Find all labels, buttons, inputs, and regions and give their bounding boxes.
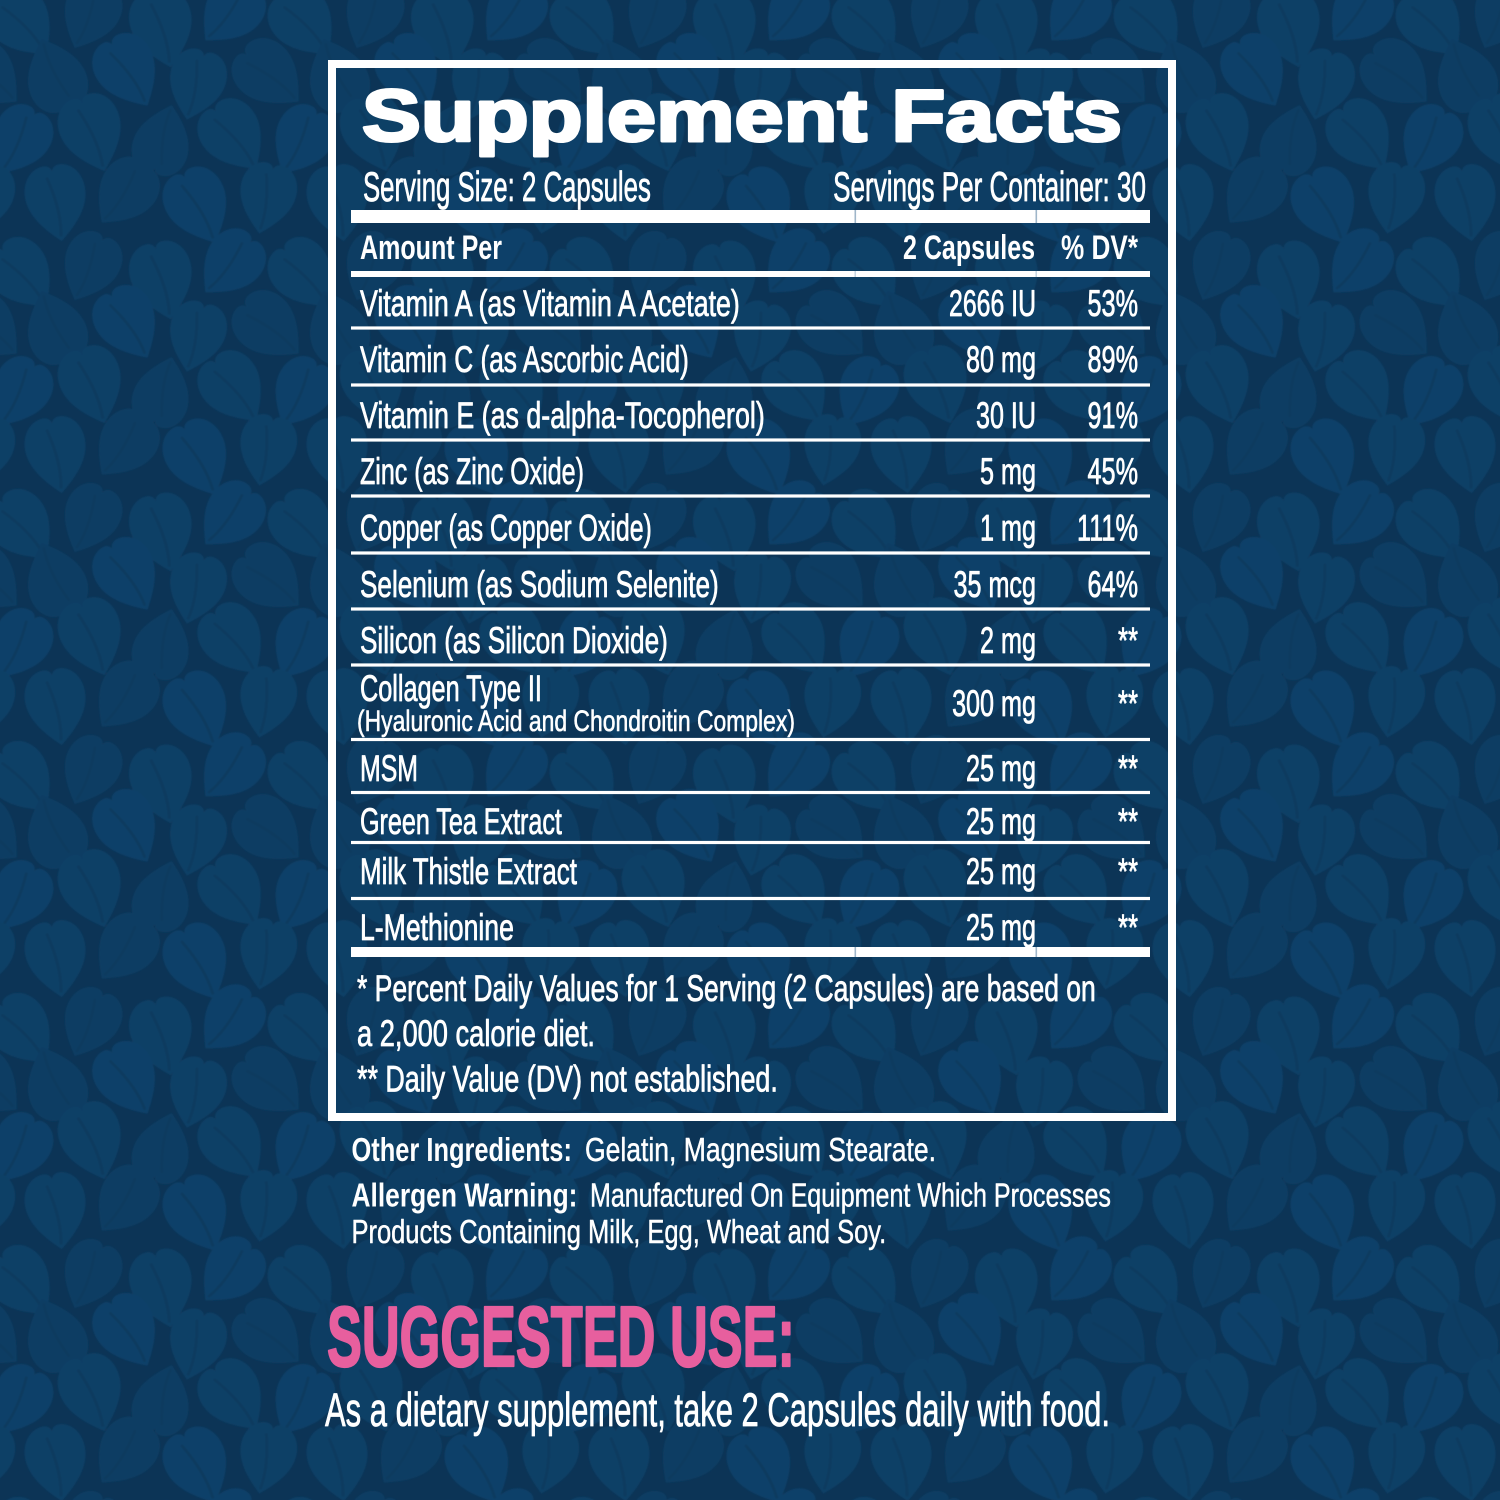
svg-text:1 mg: 1 mg bbox=[980, 507, 1036, 549]
svg-text:53%: 53% bbox=[1088, 282, 1138, 324]
svg-text:% DV*: % DV* bbox=[1061, 230, 1138, 267]
svg-text:Green Tea Extract: Green Tea Extract bbox=[360, 800, 562, 842]
svg-text:Other Ingredients:: Other Ingredients: bbox=[352, 1132, 572, 1169]
svg-text:25 mg: 25 mg bbox=[966, 747, 1036, 789]
svg-text:**: ** bbox=[1118, 800, 1138, 842]
svg-text:**: ** bbox=[1118, 682, 1138, 724]
svg-text:Supplement Facts: Supplement Facts bbox=[362, 76, 1122, 157]
svg-text:25 mg: 25 mg bbox=[966, 800, 1036, 842]
svg-text:L-Methionine: L-Methionine bbox=[360, 907, 514, 948]
svg-text:2666 IU: 2666 IU bbox=[949, 282, 1036, 324]
svg-text:2 Capsules: 2 Capsules bbox=[903, 229, 1035, 267]
svg-text:Zinc (as Zinc Oxide): Zinc (as Zinc Oxide) bbox=[360, 450, 584, 492]
svg-text:64%: 64% bbox=[1088, 563, 1138, 605]
svg-text:Vitamin E (as d-alpha-Tocopher: Vitamin E (as d-alpha-Tocopherol) bbox=[360, 395, 765, 436]
svg-text:Vitamin C (as Ascorbic Acid): Vitamin C (as Ascorbic Acid) bbox=[360, 339, 689, 381]
svg-text:Silicon (as Silicon Dioxide): Silicon (as Silicon Dioxide) bbox=[360, 620, 668, 662]
svg-text:Gelatin, Magnesium Stearate.: Gelatin, Magnesium Stearate. bbox=[585, 1132, 936, 1168]
svg-text:Amount Per: Amount Per bbox=[360, 229, 502, 267]
svg-text:Manufactured On Equipment Whic: Manufactured On Equipment Which Processe… bbox=[590, 1177, 1111, 1214]
svg-text:Selenium (as Sodium Selenite): Selenium (as Sodium Selenite) bbox=[360, 564, 719, 606]
svg-text:MSM: MSM bbox=[360, 747, 418, 789]
svg-text:91%: 91% bbox=[1088, 394, 1138, 436]
svg-text:** Daily Value (DV) not establ: ** Daily Value (DV) not established. bbox=[357, 1058, 778, 1099]
svg-text:25 mg: 25 mg bbox=[966, 850, 1036, 892]
svg-text:5 mg: 5 mg bbox=[980, 450, 1036, 492]
svg-text:80 mg: 80 mg bbox=[966, 338, 1036, 380]
svg-text:a 2,000 calorie diet.: a 2,000 calorie diet. bbox=[357, 1013, 595, 1054]
svg-text:111%: 111% bbox=[1077, 507, 1138, 549]
svg-text:Collagen Type II: Collagen Type II bbox=[360, 667, 542, 709]
svg-text:**: ** bbox=[1118, 850, 1138, 892]
svg-text:Servings Per Container: 30: Servings Per Container: 30 bbox=[833, 164, 1146, 211]
svg-text:Milk Thistle Extract: Milk Thistle Extract bbox=[360, 850, 577, 892]
svg-text:Serving Size: 2 Capsules: Serving Size: 2 Capsules bbox=[363, 164, 651, 211]
svg-text:* Percent Daily Values for 1 S: * Percent Daily Values for 1 Serving (2 … bbox=[357, 967, 1096, 1008]
svg-text:89%: 89% bbox=[1088, 338, 1138, 380]
svg-text:**: ** bbox=[1118, 906, 1138, 948]
svg-text:2 mg: 2 mg bbox=[980, 619, 1036, 661]
svg-text:30 IU: 30 IU bbox=[976, 394, 1036, 436]
svg-text:(Hyaluronic Acid and Chondroit: (Hyaluronic Acid and Chondroitin Complex… bbox=[357, 704, 795, 738]
svg-text:SUGGESTED USE:: SUGGESTED USE: bbox=[327, 1289, 795, 1384]
svg-text:Products Containing Milk, Egg,: Products Containing Milk, Egg, Wheat and… bbox=[352, 1214, 887, 1251]
svg-text:**: ** bbox=[1118, 619, 1138, 661]
svg-text:45%: 45% bbox=[1088, 450, 1138, 492]
svg-text:25 mg: 25 mg bbox=[966, 906, 1036, 948]
svg-text:Copper (as Copper Oxide): Copper (as Copper Oxide) bbox=[360, 506, 652, 548]
svg-text:35 mcg: 35 mcg bbox=[954, 563, 1036, 605]
svg-text:As a dietary supplement, take: As a dietary supplement, take 2 Capsules… bbox=[325, 1385, 1110, 1437]
svg-text:Allergen Warning:: Allergen Warning: bbox=[352, 1178, 578, 1214]
svg-text:Vitamin A (as Vitamin A Acetat: Vitamin A (as Vitamin A Acetate) bbox=[360, 283, 740, 324]
svg-text:300 mg: 300 mg bbox=[952, 682, 1036, 724]
svg-text:**: ** bbox=[1118, 747, 1138, 789]
